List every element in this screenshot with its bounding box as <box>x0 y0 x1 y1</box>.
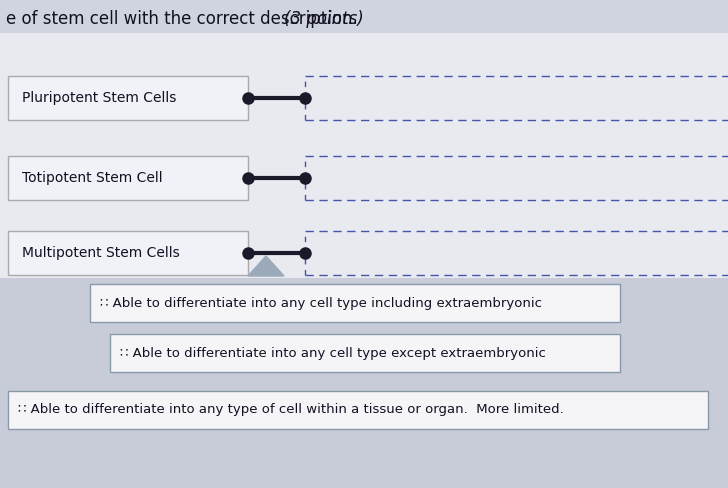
Bar <box>0 0 728 33</box>
Bar <box>0 0 728 278</box>
Polygon shape <box>248 256 284 276</box>
Text: (3 points): (3 points) <box>285 10 364 28</box>
Text: Totipotent Stem Cell: Totipotent Stem Cell <box>22 171 162 185</box>
Text: Multipotent Stem Cells: Multipotent Stem Cells <box>22 246 180 260</box>
Text: ∷ Able to differentiate into any type of cell within a tissue or organ.  More li: ∷ Able to differentiate into any type of… <box>18 404 563 416</box>
Text: Pluripotent Stem Cells: Pluripotent Stem Cells <box>22 91 176 105</box>
Bar <box>0 278 728 488</box>
Text: ∷ Able to differentiate into any cell type except extraembryonic: ∷ Able to differentiate into any cell ty… <box>120 346 546 360</box>
Text: e of stem cell with the correct description.: e of stem cell with the correct descript… <box>6 10 368 28</box>
Bar <box>110 334 620 372</box>
Bar <box>90 284 620 322</box>
Text: ∷ Able to differentiate into any cell type including extraembryonic: ∷ Able to differentiate into any cell ty… <box>100 297 542 309</box>
Bar <box>8 391 708 429</box>
Bar <box>8 156 248 200</box>
Bar <box>8 231 248 275</box>
Bar <box>8 76 248 120</box>
